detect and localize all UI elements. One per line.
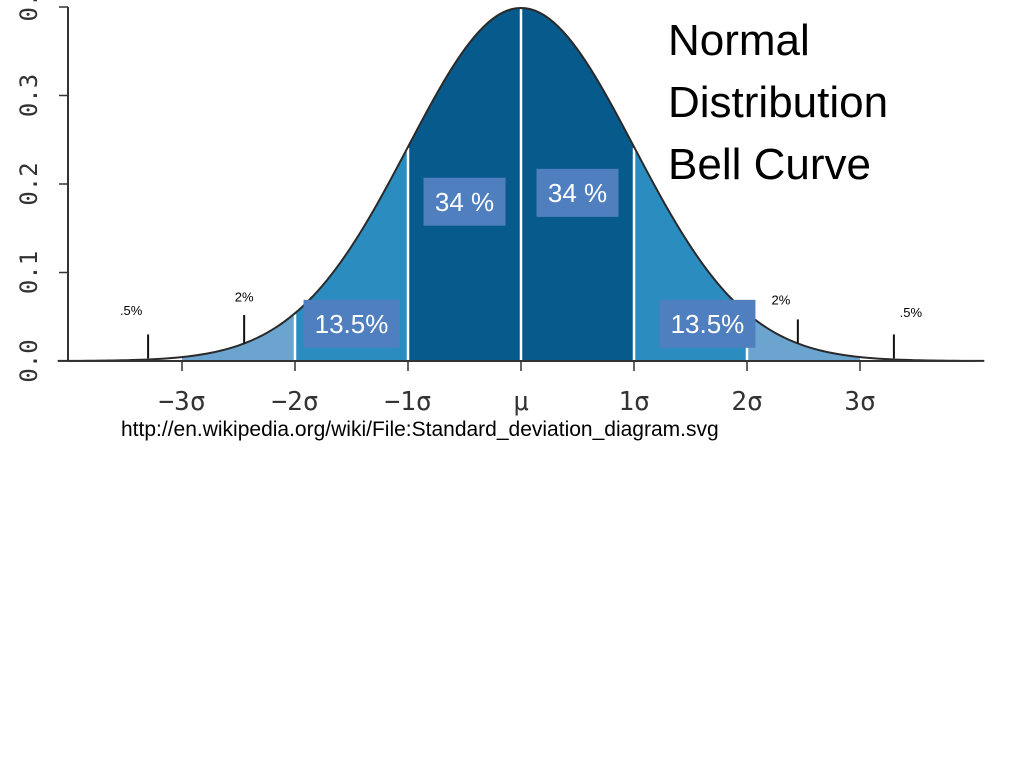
- y-tick-label: 0.0: [15, 339, 43, 382]
- small-region-label: 2%: [772, 292, 791, 307]
- small-region-label: 2%: [235, 290, 254, 305]
- y-tick-label: 0.2: [15, 162, 43, 205]
- x-tick-label: −1σ: [385, 387, 432, 417]
- region-1: [182, 313, 295, 361]
- region-label-text: 34 %: [548, 178, 607, 208]
- small-region-label: .5%: [120, 303, 143, 318]
- density-curve: [57, 6, 985, 362]
- x-tick-label: −2σ: [272, 387, 319, 417]
- region-label-text: 13.5%: [671, 309, 745, 339]
- y-tick-label: 0.1: [15, 251, 43, 294]
- region-label-box: [659, 299, 756, 348]
- title-line-1: Normal: [668, 16, 810, 65]
- y-tick-label: 0.3: [15, 74, 43, 117]
- x-tick-label: 2σ: [731, 387, 762, 417]
- source-url: http://en.wikipedia.org/wiki/File:Standa…: [121, 418, 719, 441]
- region-6: [747, 313, 860, 361]
- region-label-box: [536, 168, 619, 217]
- pointer-lines: [147, 314, 895, 359]
- region-label-text: 34 %: [435, 187, 494, 217]
- title-line-2: Distribution: [668, 78, 889, 127]
- region-label-text: 13.5%: [315, 309, 389, 339]
- small-region-label: .5%: [900, 305, 923, 320]
- region-label-box: [303, 299, 400, 348]
- region-labels: 34 % 34 % 13.5% 13.5% 2% 2% .5% .5%: [120, 168, 923, 348]
- x-tick-label: μ: [513, 387, 529, 417]
- chart-title: Normal Distribution Bell Curve: [668, 10, 888, 196]
- x-tick-label: 1σ: [618, 387, 649, 417]
- region-label-box: [423, 177, 506, 226]
- region-label: 13.5%: [659, 299, 756, 348]
- region-label: 34 %: [536, 168, 619, 217]
- title-line-3: Bell Curve: [668, 140, 871, 189]
- x-tick-label: 3σ: [844, 387, 875, 417]
- x-tick-label: −3σ: [159, 387, 206, 417]
- y-tick-label: 0.: [15, 0, 43, 21]
- region-label: 13.5%: [303, 299, 400, 348]
- axes: 0.0 0.1 0.2 0.3 0. −3σ −2σ −1σ μ 1σ 2σ 3σ: [15, 0, 975, 417]
- region-label: 34 %: [423, 177, 506, 226]
